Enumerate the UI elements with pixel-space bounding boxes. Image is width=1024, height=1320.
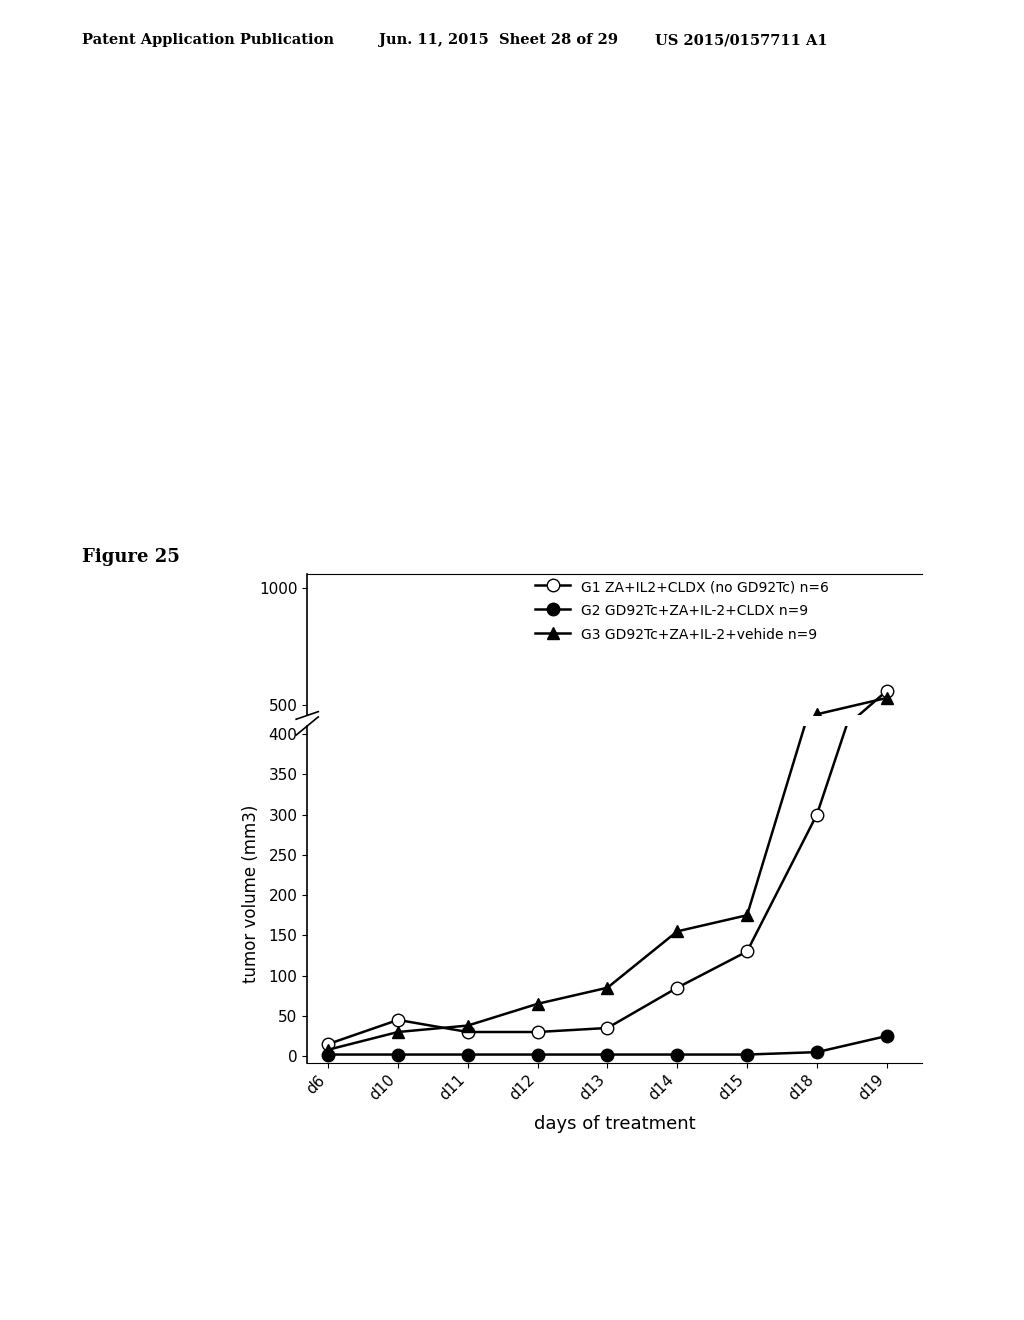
G1 ZA+IL2+CLDX (no GD92Tc) n=6 [462, 1024, 474, 1040]
Text: US 2015/0157711 A1: US 2015/0157711 A1 [655, 33, 828, 48]
G1 ZA+IL2+CLDX (no GD92Tc) n=6 [462, 807, 474, 822]
G2 GD92Tc+ZA+IL-2+CLDX n=9 [531, 1047, 544, 1063]
G2 GD92Tc+ZA+IL-2+CLDX n=9 [601, 1047, 613, 1063]
G2 GD92Tc+ZA+IL-2+CLDX n=9 [811, 1044, 823, 1060]
G3 GD92Tc+ZA+IL-2+vehide n=9 [462, 805, 474, 821]
G1 ZA+IL2+CLDX (no GD92Tc) n=6 [531, 1024, 544, 1040]
G1 ZA+IL2+CLDX (no GD92Tc) n=6 [531, 807, 544, 822]
G3 GD92Tc+ZA+IL-2+vehide n=9 [811, 677, 823, 693]
G2 GD92Tc+ZA+IL-2+CLDX n=9 [392, 813, 404, 829]
G2 GD92Tc+ZA+IL-2+CLDX n=9 [741, 1047, 754, 1063]
G3 GD92Tc+ZA+IL-2+vehide n=9 [881, 690, 893, 706]
G1 ZA+IL2+CLDX (no GD92Tc) n=6 [322, 810, 334, 826]
G2 GD92Tc+ZA+IL-2+CLDX n=9 [881, 1028, 893, 1044]
G1 ZA+IL2+CLDX (no GD92Tc) n=6 [881, 682, 893, 698]
G3 GD92Tc+ZA+IL-2+vehide n=9 [741, 907, 754, 923]
Line: G1 ZA+IL2+CLDX (no GD92Tc) n=6: G1 ZA+IL2+CLDX (no GD92Tc) n=6 [322, 599, 893, 1051]
Line: G1 ZA+IL2+CLDX (no GD92Tc) n=6: G1 ZA+IL2+CLDX (no GD92Tc) n=6 [322, 685, 893, 825]
G3 GD92Tc+ZA+IL-2+vehide n=9 [881, 622, 893, 638]
G1 ZA+IL2+CLDX (no GD92Tc) n=6 [322, 1036, 334, 1052]
G3 GD92Tc+ZA+IL-2+vehide n=9 [392, 807, 404, 822]
G2 GD92Tc+ZA+IL-2+CLDX n=9 [531, 813, 544, 829]
G3 GD92Tc+ZA+IL-2+vehide n=9 [741, 774, 754, 789]
G2 GD92Tc+ZA+IL-2+CLDX n=9 [392, 1047, 404, 1063]
Line: G2 GD92Tc+ZA+IL-2+CLDX n=9: G2 GD92Tc+ZA+IL-2+CLDX n=9 [322, 809, 893, 828]
Text: Patent Application Publication: Patent Application Publication [82, 33, 334, 48]
G2 GD92Tc+ZA+IL-2+CLDX n=9 [322, 1047, 334, 1063]
G2 GD92Tc+ZA+IL-2+CLDX n=9 [601, 813, 613, 829]
Legend: G1 ZA+IL2+CLDX (no GD92Tc) n=6, G2 GD92Tc+ZA+IL-2+CLDX n=9, G3 GD92Tc+ZA+IL-2+ve: G1 ZA+IL2+CLDX (no GD92Tc) n=6, G2 GD92T… [536, 578, 829, 643]
G2 GD92Tc+ZA+IL-2+CLDX n=9 [671, 813, 683, 829]
G3 GD92Tc+ZA+IL-2+vehide n=9 [392, 1024, 404, 1040]
G3 GD92Tc+ZA+IL-2+vehide n=9 [531, 799, 544, 814]
G1 ZA+IL2+CLDX (no GD92Tc) n=6 [601, 805, 613, 821]
G3 GD92Tc+ZA+IL-2+vehide n=9 [601, 793, 613, 809]
G1 ZA+IL2+CLDX (no GD92Tc) n=6 [811, 743, 823, 759]
G2 GD92Tc+ZA+IL-2+CLDX n=9 [741, 813, 754, 829]
G3 GD92Tc+ZA+IL-2+vehide n=9 [322, 1041, 334, 1057]
G2 GD92Tc+ZA+IL-2+CLDX n=9 [322, 813, 334, 829]
G3 GD92Tc+ZA+IL-2+vehide n=9 [462, 1018, 474, 1034]
G1 ZA+IL2+CLDX (no GD92Tc) n=6 [741, 944, 754, 960]
Line: G3 GD92Tc+ZA+IL-2+vehide n=9: G3 GD92Tc+ZA+IL-2+vehide n=9 [322, 692, 893, 826]
X-axis label: days of treatment: days of treatment [534, 1114, 695, 1133]
G3 GD92Tc+ZA+IL-2+vehide n=9 [322, 812, 334, 828]
G1 ZA+IL2+CLDX (no GD92Tc) n=6 [392, 1012, 404, 1028]
Y-axis label: tumor volume (mm3): tumor volume (mm3) [242, 805, 260, 983]
G1 ZA+IL2+CLDX (no GD92Tc) n=6 [671, 793, 683, 809]
G3 GD92Tc+ZA+IL-2+vehide n=9 [671, 924, 683, 940]
G1 ZA+IL2+CLDX (no GD92Tc) n=6 [811, 807, 823, 822]
G1 ZA+IL2+CLDX (no GD92Tc) n=6 [671, 979, 683, 995]
Text: Figure 25: Figure 25 [82, 548, 180, 566]
G1 ZA+IL2+CLDX (no GD92Tc) n=6 [741, 783, 754, 799]
G2 GD92Tc+ZA+IL-2+CLDX n=9 [462, 1047, 474, 1063]
G3 GD92Tc+ZA+IL-2+vehide n=9 [601, 979, 613, 995]
G2 GD92Tc+ZA+IL-2+CLDX n=9 [462, 813, 474, 829]
G3 GD92Tc+ZA+IL-2+vehide n=9 [531, 995, 544, 1011]
G1 ZA+IL2+CLDX (no GD92Tc) n=6 [881, 597, 893, 612]
G1 ZA+IL2+CLDX (no GD92Tc) n=6 [601, 1020, 613, 1036]
G2 GD92Tc+ZA+IL-2+CLDX n=9 [671, 1047, 683, 1063]
G2 GD92Tc+ZA+IL-2+CLDX n=9 [881, 808, 893, 824]
G2 GD92Tc+ZA+IL-2+CLDX n=9 [811, 813, 823, 829]
Text: Jun. 11, 2015  Sheet 28 of 29: Jun. 11, 2015 Sheet 28 of 29 [379, 33, 617, 48]
Line: G3 GD92Tc+ZA+IL-2+vehide n=9: G3 GD92Tc+ZA+IL-2+vehide n=9 [322, 623, 893, 1056]
G3 GD92Tc+ZA+IL-2+vehide n=9 [671, 777, 683, 793]
Line: G2 GD92Tc+ZA+IL-2+CLDX n=9: G2 GD92Tc+ZA+IL-2+CLDX n=9 [322, 1030, 893, 1061]
G3 GD92Tc+ZA+IL-2+vehide n=9 [811, 706, 823, 722]
G1 ZA+IL2+CLDX (no GD92Tc) n=6 [392, 804, 404, 820]
